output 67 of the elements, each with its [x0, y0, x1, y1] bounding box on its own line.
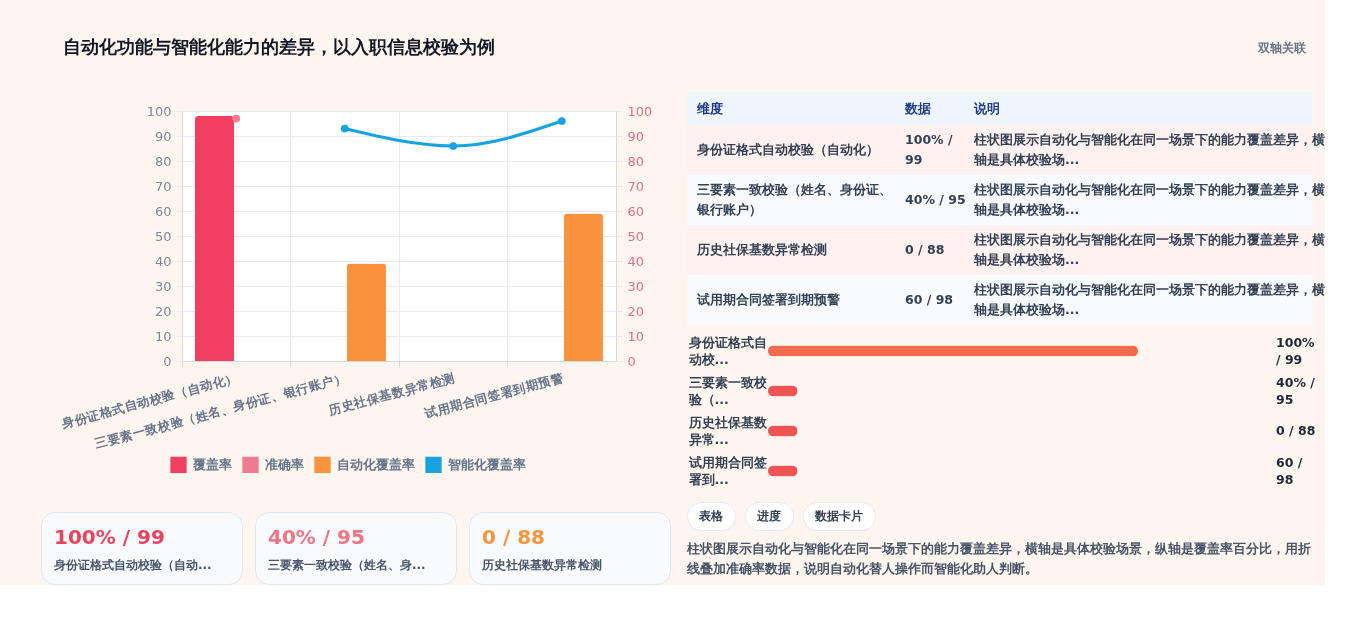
y2-tick-label: 50	[627, 228, 645, 244]
bar	[563, 213, 603, 361]
text: 维度	[696, 100, 723, 116]
y2-tick-label: 0	[627, 353, 636, 369]
text: 三要素一致校验（姓名、身...	[268, 558, 426, 572]
y-tick-label: 40	[154, 253, 172, 269]
y-tick-label: 10	[154, 328, 172, 344]
text: 双轴关联	[1257, 41, 1307, 55]
y-tick-label: 三要素一致校验（...	[687, 374, 768, 407]
y2-tick-label: 10	[627, 328, 645, 344]
y2-tick-label: 80	[627, 153, 645, 169]
y2-tick-label: 40	[627, 253, 645, 269]
y-tick-label: 70	[154, 178, 172, 194]
text: 100% / 99	[54, 525, 165, 549]
text: 60 / 98	[905, 292, 954, 307]
legend-label: 准确率	[265, 456, 304, 472]
text: 40% / 95	[905, 192, 966, 207]
y2-tick-label: 60	[627, 203, 645, 219]
text: 柱状图展示自动化与智能化在同一场景下的能力覆盖差异，横轴是具体校验场...	[973, 282, 1325, 317]
text: 柱状图展示自动化与智能化在同一场景下的能力覆盖差异，横轴是具体校验场...	[973, 232, 1325, 267]
text: 表格	[698, 509, 724, 523]
point	[449, 142, 458, 150]
text: 0 / 88	[482, 525, 545, 549]
text: 数据卡片	[814, 509, 863, 523]
text: 60 / 98	[1276, 454, 1303, 487]
y2-tick-label: 30	[627, 278, 645, 294]
text: 历史社保基数异常检测	[696, 242, 827, 257]
legend-label: 自动化覆盖率	[337, 456, 415, 472]
y-tick-label: 60	[154, 203, 172, 219]
legend-label: 覆盖率	[192, 456, 232, 472]
text: 身份证格式自动校验（自动...	[53, 558, 212, 572]
y-tick-label: 试用期合同签署到...	[687, 454, 767, 487]
text: 40% / 95	[268, 525, 365, 549]
y2-tick-label: 100	[627, 103, 653, 119]
point	[340, 124, 349, 133]
text: 进度	[756, 509, 781, 523]
y-tick-label: 50	[154, 228, 172, 244]
text: 历史社保基数异常检测	[481, 558, 602, 572]
text: 试用期合同签署到期预警	[696, 292, 840, 307]
text: 0 / 88	[1276, 423, 1316, 438]
y-tick-label: 0	[163, 353, 172, 369]
text: 身份证格式自动校验（自动化）	[696, 142, 879, 157]
y2-tick-label: 20	[627, 303, 645, 319]
bar	[195, 116, 235, 361]
y2-tick-label: 90	[627, 128, 645, 144]
text: 柱状图展示自动化与智能化在同一场景下的能力覆盖差异，横轴是具体校验场...	[973, 132, 1325, 167]
y-tick-label: 身份证格式自动校...	[687, 334, 767, 367]
y-tick-label: 20	[154, 303, 172, 319]
text: 柱状图展示自动化与智能化在同一场景下的能力覆盖差异，横轴是具体校验场...	[973, 182, 1325, 217]
legend-label: 智能化覆盖率	[447, 456, 526, 472]
text: 三要素一致校验（姓名、身份证、银行账户）	[696, 182, 892, 217]
text: 柱状图展示自动化与智能化在同一场景下的能力覆盖差异，横轴是具体校验场景，纵轴是覆盖率百分比，用折线叠加准确率数据，说明自动化替人操作而智能化助人判断。	[686, 540, 1311, 577]
point	[557, 117, 566, 125]
text: 100% / 99	[905, 132, 953, 167]
y-tick-label: 100	[146, 103, 172, 119]
chart-title: 自动化功能与智能化能力的差异，以入职信息校验为例	[63, 36, 495, 57]
y-tick-label: 历史社保基数异常...	[687, 414, 768, 447]
y2-tick-label: 70	[627, 178, 645, 194]
bar	[346, 263, 386, 361]
y-tick-label: 80	[154, 153, 172, 169]
text: 100% / 99	[1276, 334, 1316, 367]
text: 数据	[904, 100, 931, 116]
text: 0 / 88	[905, 242, 945, 257]
text: 40% / 95	[1276, 374, 1316, 407]
y-tick-label: 90	[154, 128, 172, 144]
y-tick-label: 30	[154, 278, 172, 294]
text: 说明	[973, 100, 1000, 116]
